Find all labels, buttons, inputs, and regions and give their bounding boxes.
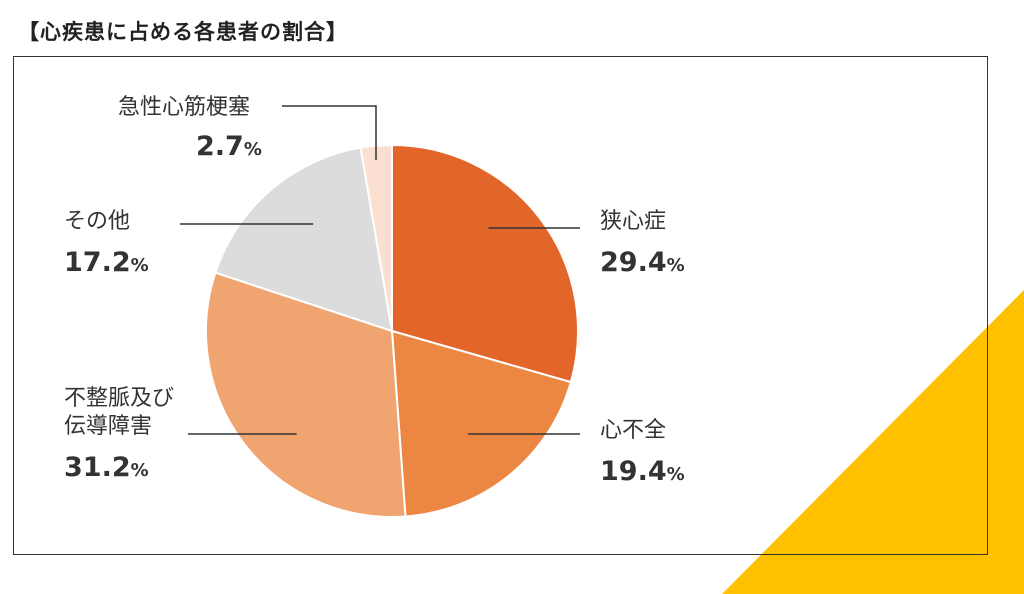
leader-line (282, 105, 377, 160)
percent-sign: % (667, 464, 685, 485)
chart-title: 【心疾患に占める各患者の割合】 (18, 20, 348, 44)
slice-label: 伝導障害 (64, 414, 152, 439)
pie-slice (214, 146, 394, 333)
pie-slices (205, 143, 579, 518)
slice-label: 心不全 (600, 418, 666, 443)
slice-label: 急性心筋梗塞 (118, 95, 250, 120)
percent-sign: % (667, 255, 685, 276)
slice-value: 17.2% (64, 247, 149, 278)
chart-frame (13, 56, 988, 555)
percent-sign: % (244, 139, 262, 160)
slice-label: 不整脈及び (64, 386, 174, 411)
slice-label: 狭心症 (600, 209, 666, 234)
slice-value: 31.2% (64, 452, 149, 483)
slice-label: その他 (64, 209, 130, 234)
leader-lines (180, 105, 580, 435)
pie-slice (205, 271, 407, 518)
percent-sign: % (131, 460, 149, 481)
pie-slice (390, 329, 573, 518)
pie-slice (391, 143, 579, 384)
slice-value: 2.7% (196, 131, 262, 162)
slice-value: 29.4% (600, 247, 685, 278)
slice-value: 19.4% (600, 456, 685, 487)
percent-sign: % (131, 255, 149, 276)
